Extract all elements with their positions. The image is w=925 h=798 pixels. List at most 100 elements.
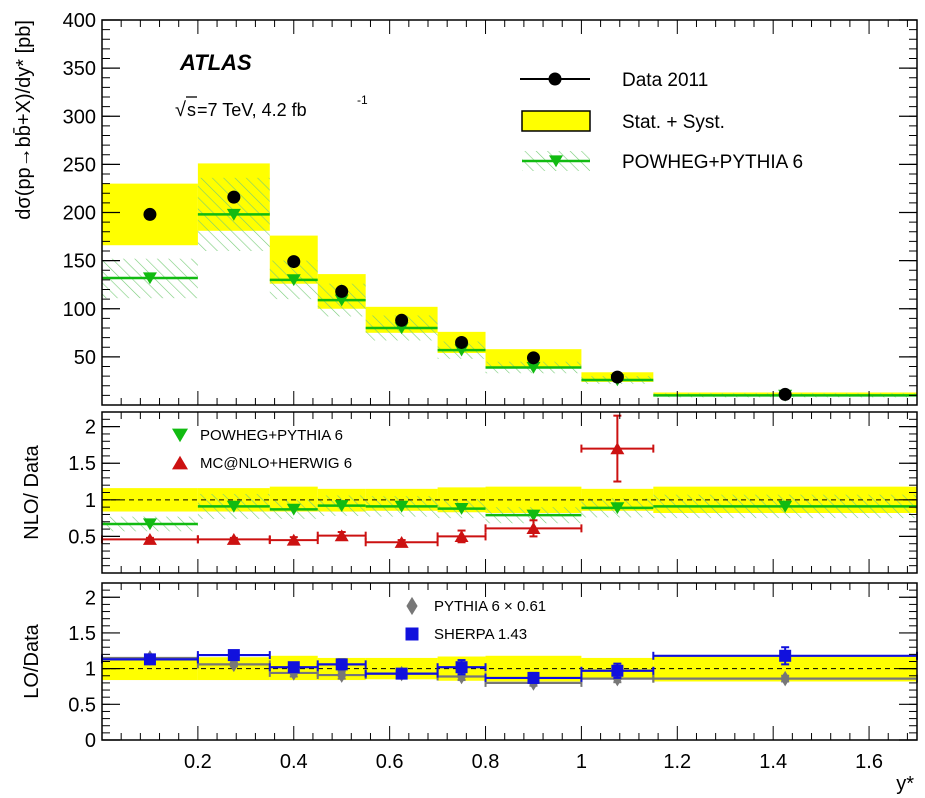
legend: PYTHIA 6 × 0.61 SHERPA 1.43 bbox=[405, 596, 546, 643]
mcatnlo-marker bbox=[226, 533, 241, 545]
y-tick-label: 1 bbox=[85, 659, 96, 681]
data-point bbox=[143, 207, 157, 221]
legend-pythia-label: PYTHIA 6 × 0.61 bbox=[434, 598, 546, 615]
data-point bbox=[455, 335, 469, 349]
y-tick-label: 0.5 bbox=[68, 694, 96, 716]
powheg-marker bbox=[142, 272, 157, 285]
y-tick-label: 2 bbox=[85, 587, 96, 609]
data-point bbox=[395, 313, 409, 327]
nlo-ratio-panel: 0.5 1 1.5 2 NLO/ Data POWHEG+PYTHIA 6 MC@NLO+H… bbox=[21, 411, 918, 574]
mcatnlo-marker bbox=[454, 530, 469, 543]
mcatnlo-marker bbox=[610, 442, 625, 455]
data-point bbox=[335, 284, 349, 298]
data-point bbox=[610, 370, 624, 384]
sherpa-marker bbox=[335, 658, 348, 671]
mcatnlo-marker bbox=[334, 529, 349, 542]
legend-mcatnlo-marker bbox=[172, 455, 188, 470]
energy-s: s bbox=[187, 100, 196, 120]
mcatnlo-marker bbox=[142, 533, 157, 545]
powheg-ratio-marker bbox=[142, 518, 157, 531]
powheg-ratio-marker bbox=[454, 503, 469, 515]
legend-data-marker bbox=[548, 72, 562, 86]
legend-powheg-label: POWHEG+PYTHIA 6 bbox=[622, 152, 803, 173]
mcatnlo-marker bbox=[394, 535, 409, 548]
sherpa-marker bbox=[287, 661, 300, 674]
x-tick-label: 0.2 bbox=[184, 751, 212, 773]
powheg-marker bbox=[526, 361, 541, 374]
legend-data-label: Data 2011 bbox=[622, 70, 708, 91]
powheg-marker bbox=[334, 294, 349, 307]
x-axis-label: y* bbox=[896, 773, 914, 795]
y-tick-label: 50 bbox=[74, 347, 96, 369]
y-tick-label: 1.5 bbox=[68, 453, 96, 475]
sherpa-marker bbox=[611, 664, 624, 677]
powheg-marker bbox=[226, 208, 241, 221]
y-tick-label: 250 bbox=[63, 154, 96, 176]
powheg-marker bbox=[286, 274, 301, 287]
powheg-ratio-marker bbox=[610, 502, 625, 515]
y-axis-label: LO/Data bbox=[21, 623, 43, 698]
legend-sherpa-marker bbox=[405, 627, 419, 641]
powheg-ratio-marker bbox=[286, 503, 301, 516]
data-point bbox=[526, 351, 540, 365]
y-tick-label: 350 bbox=[63, 58, 96, 80]
y-tick-label: 1.5 bbox=[68, 623, 96, 645]
y-tick-label: 1 bbox=[85, 490, 96, 512]
y-tick-label: 150 bbox=[63, 251, 96, 273]
legend-pythia-marker bbox=[406, 596, 418, 616]
panel-frame bbox=[101, 411, 918, 574]
energy-exponent: -1 bbox=[357, 93, 368, 107]
sherpa-marker bbox=[227, 649, 240, 662]
sherpa-marker bbox=[779, 649, 792, 662]
panel-frame bbox=[101, 19, 918, 406]
powheg-ratio-marker bbox=[226, 500, 241, 513]
panel-frame bbox=[101, 582, 918, 741]
x-tick-label: 0.4 bbox=[280, 751, 308, 773]
x-tick-label: 1.6 bbox=[855, 751, 883, 773]
energy-label: √ s =7 TeV, 4.2 fb -1 bbox=[175, 93, 368, 121]
y-axis-label: NLO/ Data bbox=[21, 444, 43, 539]
y-tick-label: 100 bbox=[63, 299, 96, 321]
sherpa-marker bbox=[527, 671, 540, 684]
legend-band-label: Stat. + Syst. bbox=[622, 112, 725, 133]
powheg-ratio-marker bbox=[526, 509, 541, 522]
data-point bbox=[778, 387, 792, 401]
panels: 50 100 150 200 250 300 350 400 dσ(pp→bb̄+X)/dy* … bbox=[12, 10, 918, 773]
sherpa-marker bbox=[455, 661, 468, 674]
y-tick-label: 200 bbox=[63, 203, 96, 225]
y-tick-label: 0 bbox=[85, 730, 96, 752]
legend-powheg-marker bbox=[549, 155, 563, 168]
pythia-marker bbox=[780, 670, 790, 687]
legend-band-swatch bbox=[521, 110, 591, 132]
data-point bbox=[287, 255, 301, 269]
x-tick-label: 0.8 bbox=[472, 751, 500, 773]
mcatnlo-marker bbox=[526, 522, 541, 534]
y-tick-label: 0.5 bbox=[68, 526, 96, 548]
sqrt-symbol: √ bbox=[175, 99, 186, 121]
experiment-label: ATLAS bbox=[179, 50, 252, 75]
pythia-marker bbox=[336, 667, 347, 683]
sherpa-marker bbox=[143, 653, 156, 666]
y-axis-label: dσ(pp→bb̄+X)/dy* [pb] bbox=[12, 20, 35, 220]
legend: POWHEG+PYTHIA 6 MC@NLO+HERWIG 6 bbox=[172, 427, 352, 472]
x-tick-label: 0.6 bbox=[376, 751, 404, 773]
powheg-ratio-marker bbox=[778, 500, 793, 513]
y-tick-label: 2 bbox=[85, 417, 96, 439]
x-tick-label: 1.2 bbox=[663, 751, 691, 773]
legend-sherpa-label: SHERPA 1.43 bbox=[434, 626, 527, 643]
x-tick-label: 1.4 bbox=[759, 751, 787, 773]
lo-ratio-panel: 0 0.5 1 1.5 2 0.2 0.4 0.6 0.8 1 1.2 1.4 1.6 LO/Data PY… bbox=[21, 582, 918, 773]
energy-text: =7 TeV, 4.2 fb bbox=[197, 100, 307, 120]
mcatnlo-marker bbox=[286, 533, 301, 546]
legend-powheg-marker bbox=[172, 428, 188, 443]
main-panel: 50 100 150 200 250 300 350 400 dσ(pp→bb̄+X)/dy* … bbox=[12, 10, 918, 406]
powheg-ratio-marker bbox=[334, 500, 349, 512]
x-tick-label: 1 bbox=[576, 751, 587, 773]
y-tick-label: 300 bbox=[63, 106, 96, 128]
powheg-ratio-marker bbox=[394, 500, 409, 513]
sherpa-marker bbox=[395, 667, 408, 680]
legend-mcatnlo-label: MC@NLO+HERWIG 6 bbox=[200, 455, 352, 472]
y-tick-label: 400 bbox=[63, 10, 96, 32]
